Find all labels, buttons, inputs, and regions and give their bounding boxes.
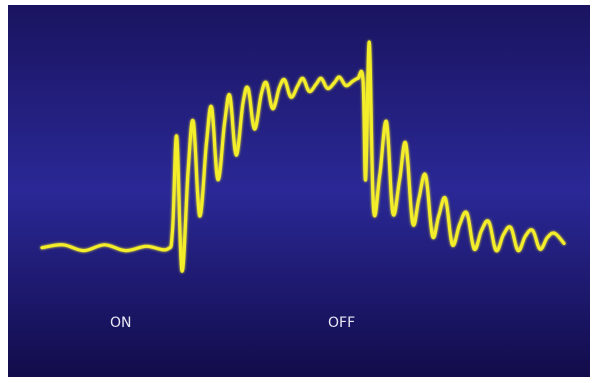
chart-frame: ON OFF xyxy=(8,5,590,377)
series-layer xyxy=(40,40,566,273)
chart-background xyxy=(8,5,590,377)
waveform-trace-0 xyxy=(40,40,566,273)
off-label: OFF xyxy=(328,315,355,331)
waveform-chart: ON OFF xyxy=(8,5,590,377)
on-label: ON xyxy=(110,315,132,331)
